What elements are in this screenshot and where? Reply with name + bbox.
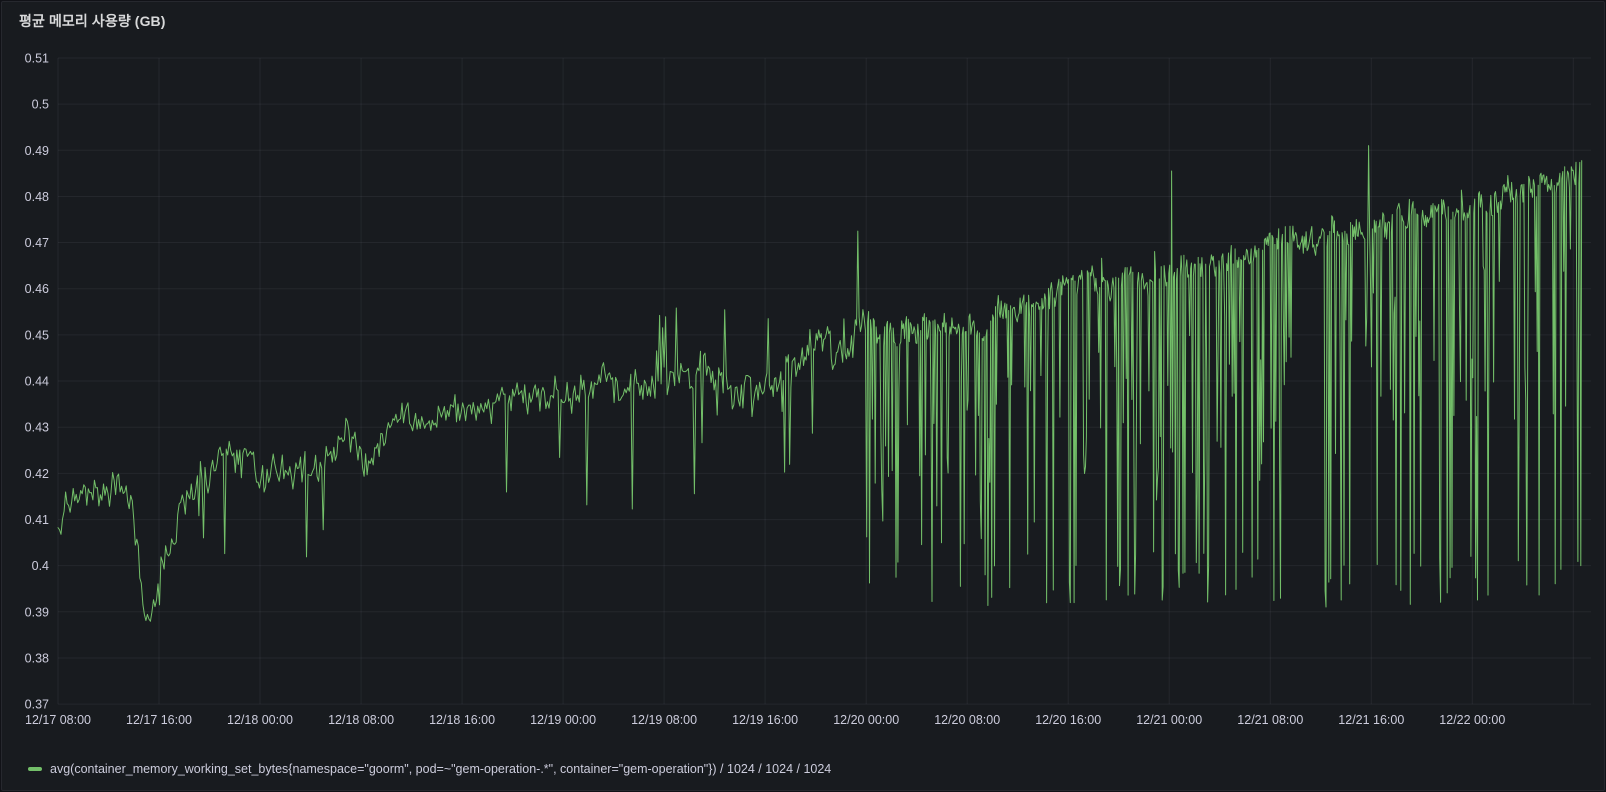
panel-title[interactable]: 평균 메모리 사용량 (GB) (19, 13, 166, 29)
y-axis-tick-label: 0.44 (25, 375, 49, 389)
legend-series-label: avg(container_memory_working_set_bytes{n… (50, 762, 832, 776)
x-axis-tick-label: 12/20 00:00 (833, 713, 899, 727)
y-axis-tick-label: 0.39 (25, 605, 49, 619)
x-axis-tick-label: 12/19 16:00 (732, 713, 798, 727)
x-axis-tick-label: 12/21 08:00 (1237, 713, 1303, 727)
x-axis-tick-label: 12/21 16:00 (1338, 713, 1404, 727)
x-axis-tick-label: 12/19 08:00 (631, 713, 697, 727)
chart-area: 0.51 0.5 0.49 0.48 0.47 0.46 0.45 0.44 0.43 0.42 0… (2, 36, 1604, 760)
legend-item[interactable]: avg(container_memory_working_set_bytes{n… (28, 762, 831, 776)
y-axis-tick-label: 0.47 (25, 236, 49, 250)
legend: avg(container_memory_working_set_bytes{n… (2, 760, 1604, 790)
y-axis-tick-label: 0.51 (25, 51, 49, 65)
x-axis-tick-label: 12/20 16:00 (1035, 713, 1101, 727)
y-axis-tick-label: 0.45 (25, 328, 49, 342)
panel-header: 평균 메모리 사용량 (GB) (2, 2, 1604, 36)
series-line (57, 145, 1583, 622)
series-color-marker (28, 767, 42, 771)
y-axis-tick-label: 0.37 (25, 698, 49, 712)
x-axis-tick-label: 12/20 08:00 (934, 713, 1000, 727)
y-axis-tick-label: 0.4 (32, 559, 49, 573)
y-axis-tick-label: 0.38 (25, 651, 49, 665)
x-axis-tick-label: 12/18 00:00 (227, 713, 293, 727)
y-axis-tick-label: 0.5 (32, 98, 49, 112)
y-axis-tick-label: 0.49 (25, 144, 49, 158)
y-axis-tick-label: 0.46 (25, 282, 49, 296)
x-axis-tick-label: 12/18 08:00 (328, 713, 394, 727)
x-axis-tick-label: 12/19 00:00 (530, 713, 596, 727)
x-axis-tick-label: 12/22 00:00 (1439, 713, 1505, 727)
y-axis-tick-label: 0.41 (25, 513, 49, 527)
y-axis-tick-label: 0.43 (25, 421, 49, 435)
time-series-chart[interactable]: 0.51 0.5 0.49 0.48 0.47 0.46 0.45 0.44 0.43 0.42 0… (2, 36, 1604, 760)
y-axis-tick-label: 0.48 (25, 190, 49, 204)
y-axis-tick-label: 0.42 (25, 467, 49, 481)
x-axis-tick-label: 12/21 00:00 (1136, 713, 1202, 727)
x-axis-tick-label: 12/18 16:00 (429, 713, 495, 727)
x-axis-tick-label: 12/17 08:00 (25, 713, 91, 727)
x-axis-tick-label: 12/17 16:00 (126, 713, 192, 727)
